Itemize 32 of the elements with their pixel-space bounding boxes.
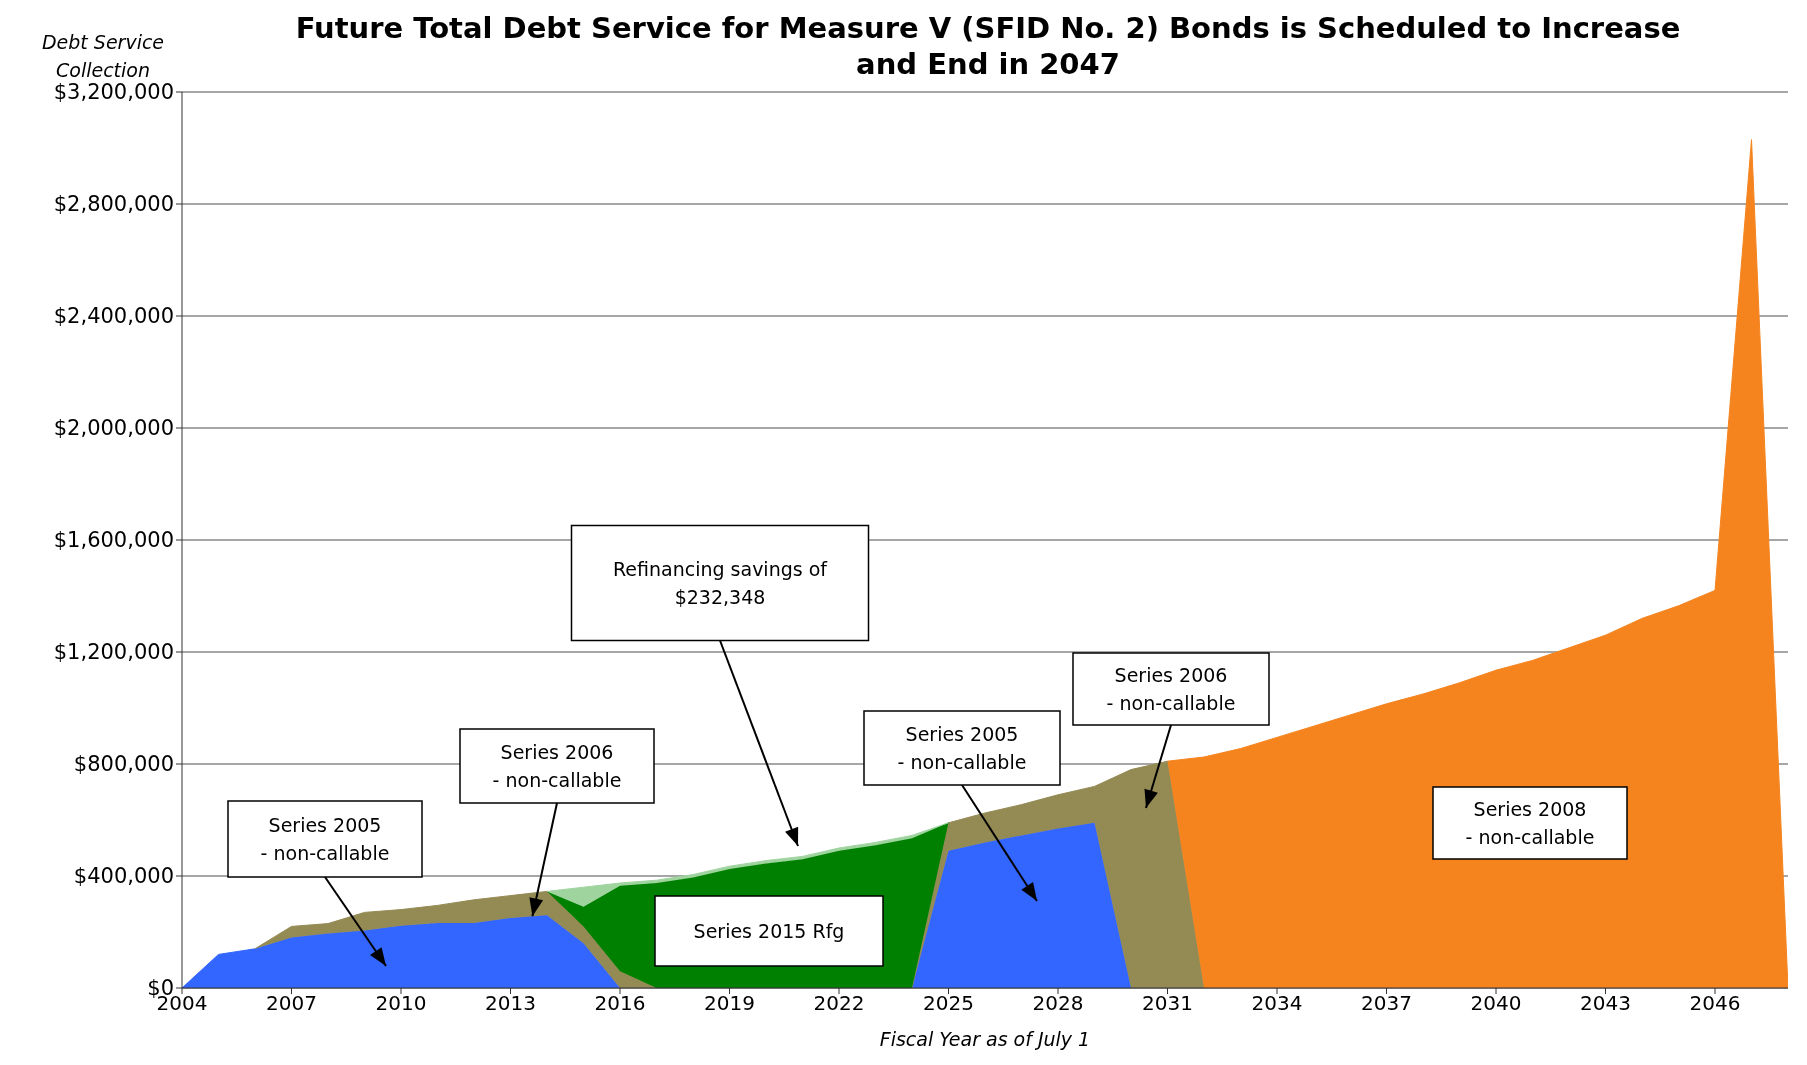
x-tick-label: 2028	[1032, 991, 1084, 1016]
x-tick-label: 2013	[485, 991, 536, 1016]
y-tick-label: $800,000	[73, 752, 174, 777]
y-axis-title: Debt Service Collection	[40, 30, 166, 83]
chart-title: Future Total Debt Service for Measure V (SFID No. 2) Bonds is Scheduled to Increase and End in 2047	[294, 10, 1682, 82]
y-tick-label: $1,200,000	[53, 640, 174, 665]
x-axis-title: Fiscal Year as of July 1	[878, 1028, 1092, 1050]
x-tick-label: 2019	[704, 991, 755, 1016]
y-tick-label: $2,800,000	[53, 192, 174, 217]
x-tick-label: 2034	[1251, 991, 1303, 1016]
x-tick-label: 2046	[1689, 991, 1741, 1016]
x-tick-label: 2016	[594, 991, 646, 1016]
x-tick-label: 2031	[1142, 991, 1193, 1016]
annotation: Series 2006 - non-callable	[1106, 664, 1236, 714]
annotation: Series 2005 - non-callable	[897, 723, 1027, 773]
y-tick-label: $400,000	[73, 864, 174, 889]
x-tick-label: 2022	[813, 991, 865, 1016]
x-tick-label: 2007	[266, 991, 317, 1016]
x-tick-label: 2037	[1361, 991, 1412, 1016]
x-tick-label: 2043	[1580, 991, 1631, 1016]
x-tick-label: 2010	[375, 991, 427, 1016]
y-tick-label: $2,400,000	[53, 304, 174, 329]
y-tick-label: $2,000,000	[53, 416, 174, 441]
annotation: Series 2015 Rfg	[693, 920, 845, 942]
annotation: Refinancing savings of $232,348	[612, 558, 829, 608]
annotation: Series 2005 - non-callable	[260, 814, 390, 864]
annotation: Series 2008 - non-callable	[1465, 798, 1595, 848]
x-tick-label: 2025	[923, 991, 974, 1016]
y-tick-label: $1,600,000	[53, 528, 174, 553]
y-tick-label: $3,200,000	[53, 80, 174, 105]
annotation: Series 2006 - non-callable	[492, 741, 622, 791]
x-tick-label: 2040	[1470, 991, 1522, 1016]
